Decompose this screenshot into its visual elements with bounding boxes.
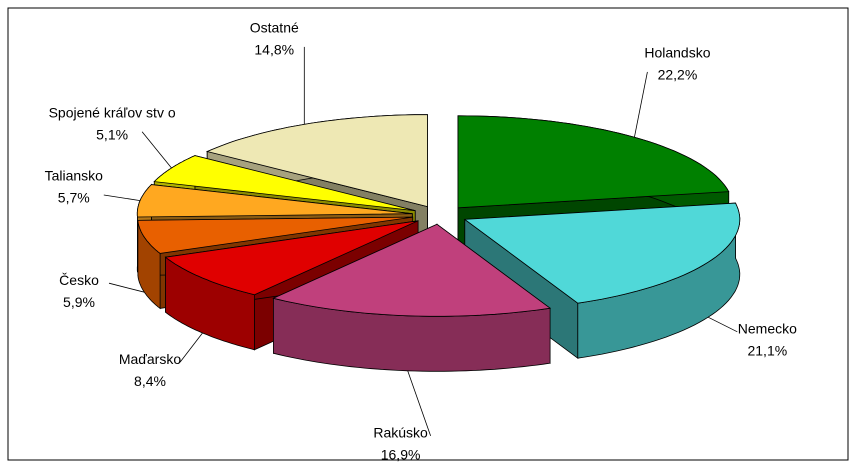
slice-label: Spojené kráľov stv o <box>49 104 176 120</box>
slice-value-label: 5,7% <box>58 190 90 206</box>
slice-value-label: 16,9% <box>381 447 421 463</box>
slice-label: Ostatné <box>250 20 299 36</box>
slice-value-label: 21,1% <box>747 343 787 359</box>
slice-label: Maďarsko <box>119 351 182 367</box>
slice-value-label: 5,9% <box>63 294 95 310</box>
slice-label: Nemecko <box>738 321 797 337</box>
slice-value-label: 8,4% <box>134 373 166 389</box>
slice-label: Holandsko <box>644 45 710 61</box>
slice-label: Rakúsko <box>373 425 428 441</box>
slice-label: Taliansko <box>45 168 104 184</box>
slice <box>272 223 552 372</box>
leader-line <box>707 316 738 333</box>
slice-top <box>463 202 741 304</box>
leader-line <box>407 370 431 437</box>
leader-line <box>179 332 203 363</box>
slice-value-label: 14,8% <box>254 42 294 58</box>
slice-top <box>164 220 419 296</box>
slice-top <box>272 223 552 317</box>
leader-line <box>103 194 141 201</box>
slice-value-label: 22,2% <box>658 67 698 83</box>
leader-line <box>108 282 145 293</box>
leader-line <box>141 131 172 169</box>
slice-top <box>137 216 413 254</box>
slice-value-label: 5,1% <box>96 126 128 142</box>
slice-label: Česko <box>59 272 99 288</box>
leader-line <box>634 71 648 138</box>
